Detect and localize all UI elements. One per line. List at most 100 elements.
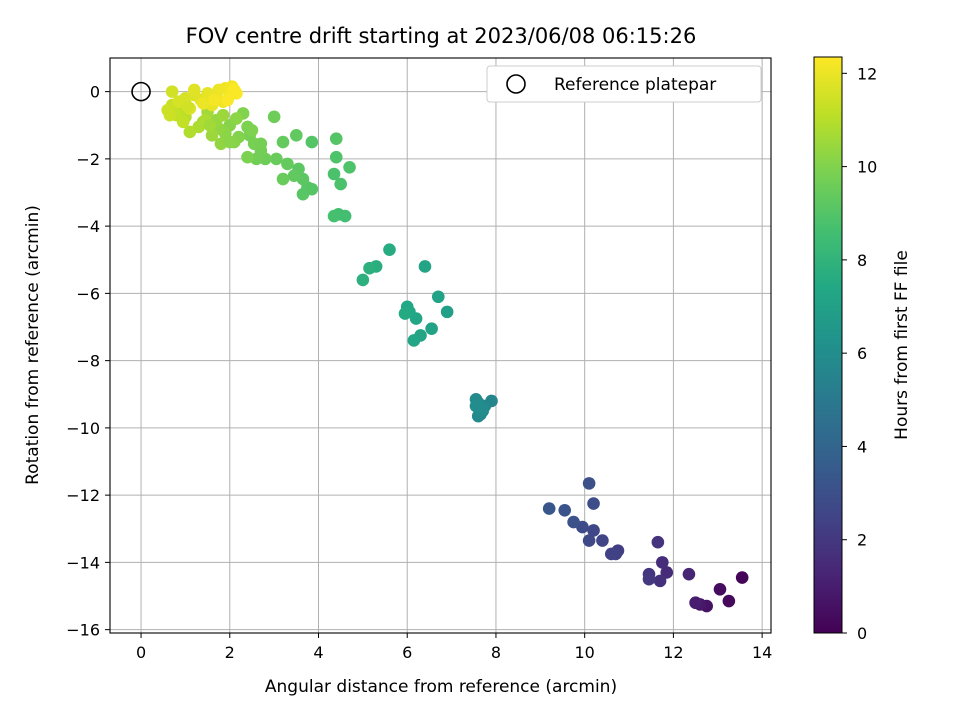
data-point bbox=[398, 307, 412, 320]
x-tick-label: 10 bbox=[574, 643, 594, 662]
data-point bbox=[653, 574, 667, 588]
x-tick-label: 2 bbox=[225, 643, 235, 662]
data-point bbox=[329, 132, 343, 146]
data-point bbox=[582, 534, 596, 547]
data-point bbox=[203, 118, 217, 132]
data-point bbox=[689, 596, 702, 610]
data-point bbox=[327, 167, 341, 181]
plot-area: 0 2 4 6 8 10 12 14 0 −2 −4 −6 −8 −10 −12 −14 −16 bbox=[66, 57, 772, 662]
data-point bbox=[722, 594, 736, 608]
data-point bbox=[407, 334, 421, 347]
data-point bbox=[281, 157, 294, 171]
data-point bbox=[270, 152, 283, 166]
data-point bbox=[356, 273, 370, 287]
data-point bbox=[542, 502, 556, 515]
legend-reference-marker bbox=[506, 74, 526, 94]
data-point bbox=[651, 535, 665, 549]
data-point bbox=[440, 305, 454, 319]
data-point bbox=[276, 172, 290, 186]
data-points bbox=[161, 80, 749, 613]
y-tick-label: −14 bbox=[66, 553, 100, 572]
y-tick-label: −2 bbox=[76, 150, 100, 169]
data-point bbox=[558, 503, 572, 517]
colorbar-label: Hours from first FF file bbox=[892, 250, 912, 440]
data-point bbox=[163, 108, 177, 122]
data-point bbox=[267, 110, 281, 124]
data-point bbox=[682, 567, 696, 581]
data-point bbox=[596, 534, 609, 547]
data-point bbox=[656, 556, 669, 569]
data-point bbox=[343, 160, 356, 174]
data-point bbox=[476, 403, 489, 416]
x-tick-label: 8 bbox=[491, 643, 501, 662]
data-point bbox=[176, 115, 190, 129]
data-point bbox=[216, 108, 230, 122]
data-point bbox=[418, 260, 432, 273]
data-point bbox=[735, 571, 749, 584]
y-tick-label: −4 bbox=[76, 217, 100, 236]
chart-title: FOV centre drift starting at 2023/06/08 … bbox=[186, 24, 697, 48]
data-point bbox=[254, 137, 268, 151]
x-tick-label: 6 bbox=[402, 643, 412, 662]
data-point bbox=[276, 135, 290, 149]
data-point bbox=[425, 322, 438, 335]
colorbar-tick-label: 8 bbox=[857, 251, 867, 270]
y-tick-label: −10 bbox=[66, 419, 100, 438]
data-point bbox=[230, 112, 243, 125]
y-axis-ticks: 0 −2 −4 −6 −8 −10 −12 −14 −16 bbox=[66, 83, 110, 640]
colorbar-ticks: 0 2 4 6 8 10 12 bbox=[842, 64, 877, 643]
data-point bbox=[582, 477, 596, 490]
plot-frame bbox=[109, 57, 772, 634]
data-point bbox=[183, 125, 197, 139]
data-point bbox=[165, 85, 179, 98]
data-point bbox=[221, 93, 234, 107]
data-point bbox=[713, 582, 727, 596]
data-point bbox=[327, 209, 341, 223]
colorbar: 0 2 4 6 8 10 12 Hours from first FF file bbox=[813, 56, 912, 643]
data-point bbox=[587, 524, 600, 537]
data-point bbox=[205, 129, 219, 142]
data-point bbox=[363, 261, 376, 275]
data-point bbox=[334, 177, 347, 191]
data-point bbox=[196, 97, 210, 110]
data-point bbox=[587, 497, 600, 510]
x-tick-label: 4 bbox=[313, 643, 323, 662]
plot-background bbox=[110, 58, 771, 633]
y-tick-label: −8 bbox=[76, 352, 100, 371]
x-tick-label: 0 bbox=[136, 643, 146, 662]
data-point bbox=[287, 169, 301, 182]
y-tick-label: −12 bbox=[66, 486, 100, 505]
colorbar-tick-label: 12 bbox=[857, 64, 877, 83]
data-point bbox=[567, 515, 580, 529]
data-point bbox=[383, 243, 396, 256]
legend-entry-reference: Reference platepar bbox=[554, 75, 716, 95]
data-point bbox=[241, 150, 254, 164]
data-point bbox=[305, 182, 319, 196]
data-point bbox=[207, 93, 221, 107]
y-axis-label: Rotation from reference (arcmin) bbox=[23, 205, 43, 485]
data-point bbox=[660, 566, 674, 579]
legend: Reference platepar bbox=[486, 65, 762, 103]
x-tick-label: 12 bbox=[663, 643, 683, 662]
colorbar-tick-label: 6 bbox=[857, 344, 867, 363]
data-point bbox=[604, 547, 618, 561]
data-point bbox=[290, 129, 303, 142]
data-point bbox=[642, 572, 656, 586]
colorbar-tick-label: 2 bbox=[857, 531, 867, 550]
legend-box bbox=[486, 65, 762, 103]
data-point bbox=[223, 135, 237, 149]
data-point bbox=[181, 100, 194, 114]
colorbar-tick-label: 0 bbox=[857, 624, 867, 643]
reference-point-marker bbox=[131, 81, 151, 102]
x-axis-ticks: 0 2 4 6 8 10 12 14 bbox=[136, 633, 772, 662]
data-point bbox=[187, 83, 201, 97]
x-tick-label: 14 bbox=[752, 643, 772, 662]
data-point bbox=[245, 123, 259, 137]
data-point bbox=[305, 135, 319, 149]
colorbar-gradient bbox=[813, 56, 843, 634]
y-tick-label: −6 bbox=[76, 284, 100, 303]
colorbar-tick-label: 4 bbox=[857, 437, 867, 456]
y-tick-label: −16 bbox=[66, 621, 100, 640]
y-tick-label: 0 bbox=[90, 83, 100, 102]
